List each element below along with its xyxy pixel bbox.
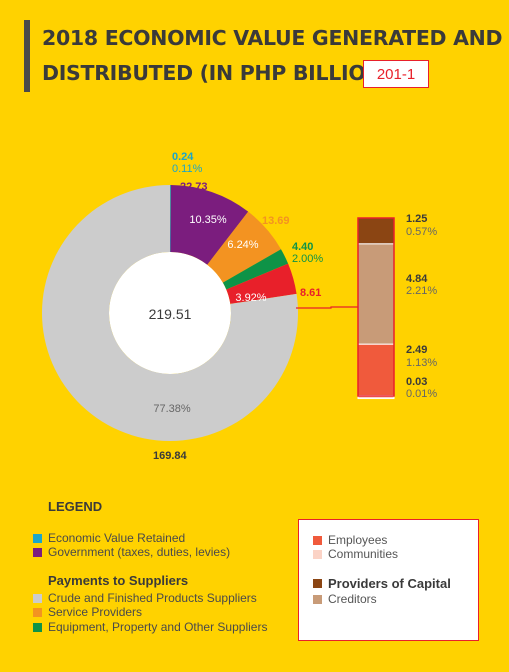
legend-label: Crude and Finished Products Suppliers xyxy=(48,591,257,605)
legend-label: Creditors xyxy=(328,592,377,606)
donut-hole xyxy=(109,252,231,374)
legend-swatch xyxy=(33,533,42,543)
bar-segment-creditors xyxy=(357,243,395,345)
legend-label: Communities xyxy=(328,547,399,561)
bar-value-creditors: 4.84 xyxy=(406,273,428,285)
legend-item-employees: Employees xyxy=(313,533,387,547)
bar-value-communities: 0.03 xyxy=(406,376,427,388)
legend-label: Employees xyxy=(328,533,388,547)
slice-government xyxy=(170,185,249,265)
slice-percent-crude: 77.38% xyxy=(153,403,191,415)
chart-title-line-1: 2018 ECONOMIC VALUE GENERATED AND xyxy=(42,26,503,50)
legend-swatch xyxy=(313,535,322,545)
legend-swatch xyxy=(313,549,322,559)
legend-item-service: Service Providers xyxy=(33,605,142,619)
legend-item-retained: Economic Value Retained xyxy=(33,531,185,545)
slice-service xyxy=(207,211,281,283)
legend-label: Equipment, Property and Other Suppliers xyxy=(48,620,268,634)
legend-swatch xyxy=(313,579,322,588)
legend-swatch xyxy=(33,607,42,617)
legend-item-communities: Communities xyxy=(313,547,398,561)
legend-swatch xyxy=(33,622,42,632)
slice-percent-government: 10.35% xyxy=(189,214,227,226)
slice-retained xyxy=(170,185,171,253)
legend-capital-heading: Providers of Capital xyxy=(328,576,451,591)
slice-value-retained: 0.24 xyxy=(172,151,194,163)
slice-outer-percent-retained: 0.11% xyxy=(172,163,203,175)
connector-line xyxy=(296,306,358,309)
bar-percent-creditors: 2.21% xyxy=(406,285,437,297)
bar-segment-employees xyxy=(357,343,395,397)
legend-label: Service Providers xyxy=(48,605,143,619)
bar-value-employees: 2.49 xyxy=(406,344,427,356)
slice-outer-percent-equipment: 2.00% xyxy=(292,253,323,265)
legend-item-equipment: Equipment, Property and Other Suppliers xyxy=(33,620,267,634)
slice-crude xyxy=(41,185,298,441)
legend-suppliers-heading: Payments to Suppliers xyxy=(48,573,189,588)
bar-percent-employees: 1.13% xyxy=(406,357,437,369)
legend-swatch xyxy=(33,593,42,603)
slice-value-government: 22.73 xyxy=(180,181,208,193)
donut-total-label: 219.51 xyxy=(149,306,192,322)
legend-swatch xyxy=(313,594,322,604)
slice-percent-service: 6.24% xyxy=(227,239,258,251)
slice-value-crude: 169.84 xyxy=(153,450,188,462)
bar-percent-dividends: 0.57% xyxy=(406,226,437,238)
donut-chart: 10.35% 6.24% 3.92% 77.38% 0.240.11% 22.73 13.6… xyxy=(41,151,437,462)
gri-badge: 201-1 xyxy=(363,60,429,88)
slice-percent-breakout: 3.92% xyxy=(235,292,266,304)
bar-segment-dividends xyxy=(357,217,395,245)
legend-label: Economic Value Retained xyxy=(48,531,186,545)
legend-title: LEGEND xyxy=(48,499,103,514)
slice-breakout xyxy=(226,263,297,304)
legend-swatch xyxy=(33,547,42,557)
legend-item-government: Government (taxes, duties, levies) xyxy=(33,545,230,559)
bar-value-dividends: 1.25 xyxy=(406,213,427,225)
chart-title-line-2: DISTRIBUTED (IN PHP BILLION) xyxy=(42,61,392,85)
bar-percent-communities: 0.01% xyxy=(406,388,437,400)
breakdown-legend-box: Employees Communities Providers of Capit… xyxy=(298,519,479,641)
slice-value-equipment: 4.40 xyxy=(292,241,313,253)
slice-value-breakout: 8.61 xyxy=(300,287,321,299)
slice-value-service: 13.69 xyxy=(262,215,290,227)
legend-label: Government (taxes, duties, levies) xyxy=(48,545,231,559)
legend-item-capital: Providers of Capital xyxy=(313,576,451,591)
legend-item-creditors: Creditors xyxy=(313,592,377,606)
legend-item-crude: Crude and Finished Products Suppliers xyxy=(33,591,257,605)
title-accent-bar xyxy=(24,20,30,92)
slice-equipment xyxy=(222,249,289,290)
